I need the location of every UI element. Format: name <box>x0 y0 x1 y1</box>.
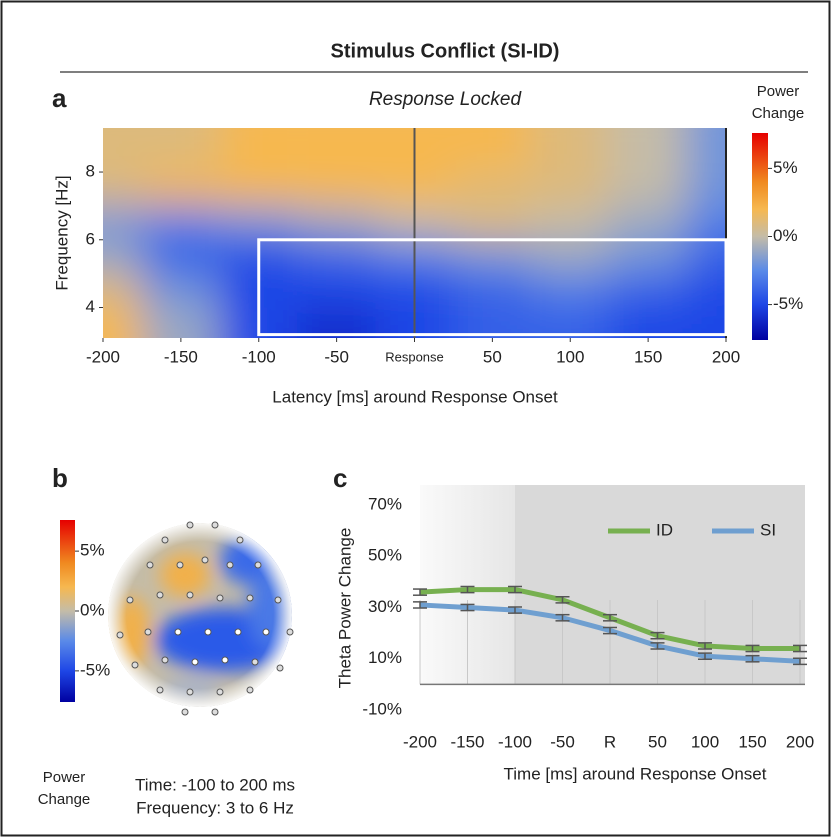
colorbar-title: Power <box>757 83 800 100</box>
x-tick-label: 50 <box>648 732 667 751</box>
x-tick-label: -100 <box>242 347 276 366</box>
panel-letter: c <box>333 463 347 493</box>
heatmap-cell <box>609 274 687 308</box>
heatmap-cell <box>531 172 609 206</box>
y-tick-label: 30% <box>368 597 402 616</box>
x-tick-label: -50 <box>324 347 349 366</box>
heatmap-cell <box>453 240 531 274</box>
x-tick-label: 100 <box>556 347 584 366</box>
heatmap-cell <box>453 274 531 308</box>
x-tick-label: R <box>604 732 616 751</box>
x-tick-label: 200 <box>712 347 740 366</box>
figure-title: Stimulus Conflict (SI-ID) <box>331 40 560 62</box>
panel-letter: b <box>52 463 68 493</box>
legend-label: SI <box>760 520 776 539</box>
colorbar-tick-label: -5% <box>773 294 803 313</box>
y-tick-label: 10% <box>368 648 402 667</box>
heatmap-cell <box>298 172 376 206</box>
heatmap-cell <box>609 172 687 206</box>
heatmap-cell <box>609 240 687 274</box>
x-tick-label: Response <box>385 349 444 364</box>
x-tick-label: -50 <box>550 732 575 751</box>
caption: Frequency: 3 to 6 Hz <box>136 798 294 817</box>
colorbar-title: Power <box>43 769 86 786</box>
heatmap-cell <box>531 274 609 308</box>
heatmap-cell <box>142 274 220 308</box>
x-tick-label: -100 <box>498 732 532 751</box>
panel-title: Response Locked <box>369 89 523 110</box>
x-tick-label: -150 <box>164 347 198 366</box>
heatmap-cell <box>220 206 298 240</box>
heatmap-cell <box>298 240 376 274</box>
colorbar-tick-label: 5% <box>773 158 798 177</box>
y-tick-label: 50% <box>368 546 402 565</box>
x-tick-label: 150 <box>634 347 662 366</box>
colorbar <box>752 133 768 340</box>
heatmap-cell <box>142 206 220 240</box>
y-tick-label: -10% <box>362 699 402 718</box>
heatmap-cell <box>531 206 609 240</box>
x-tick-label: 200 <box>786 732 814 751</box>
heatmap-cell <box>298 206 376 240</box>
colorbar-tick-label: 5% <box>80 541 105 560</box>
colorbar-title: Change <box>38 791 91 808</box>
x-tick-label: -200 <box>403 732 437 751</box>
x-tick-label: 150 <box>738 732 766 751</box>
heatmap-cell <box>142 172 220 206</box>
x-tick-label: 100 <box>691 732 719 751</box>
panel-letter: a <box>52 83 67 113</box>
y-axis-label: Theta Power Change <box>335 528 354 689</box>
x-tick-label: -200 <box>86 347 120 366</box>
caption: Time: -100 to 200 ms <box>135 775 295 794</box>
colorbar-tick-label: 0% <box>80 600 105 619</box>
y-tick-label: 6 <box>86 229 95 248</box>
x-tick-label: 50 <box>483 347 502 366</box>
colorbar <box>60 520 75 702</box>
x-axis-label: Latency [ms] around Response Onset <box>272 387 558 406</box>
legend-label: ID <box>656 520 673 539</box>
heatmap-cell <box>220 172 298 206</box>
y-tick-label: 8 <box>86 162 95 181</box>
heatmap-cell <box>453 172 531 206</box>
heatmap-cell <box>298 274 376 308</box>
heatmap-cell <box>142 240 220 274</box>
y-tick-label: 4 <box>86 297 95 316</box>
analysis-window <box>515 485 805 685</box>
x-tick-label: -150 <box>450 732 484 751</box>
heatmap-cell <box>531 240 609 274</box>
colorbar-tick-label: 0% <box>773 226 798 245</box>
heatmap-cell <box>453 206 531 240</box>
x-axis-label: Time [ms] around Response Onset <box>504 764 767 783</box>
y-axis-label: Frequency [Hz] <box>52 175 71 290</box>
y-tick-label: 70% <box>368 494 402 513</box>
heatmap-cell <box>609 206 687 240</box>
colorbar-title: Change <box>752 105 805 122</box>
colorbar-tick-label: -5% <box>80 660 110 679</box>
